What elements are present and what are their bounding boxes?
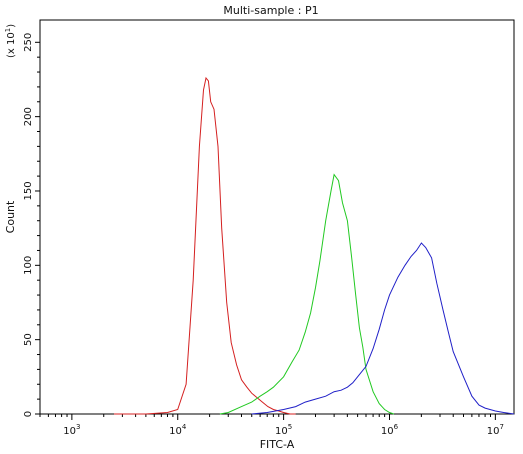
plot-area [39, 19, 515, 415]
series-line-2 [219, 173, 395, 415]
chart-title: Multi-sample : P1 [223, 4, 318, 17]
x-tick-label: 104 [169, 423, 187, 437]
y-tick-label: 200 [23, 107, 34, 126]
series-line-1 [114, 76, 296, 415]
y-tick-label: 0 [23, 411, 34, 417]
axes-ticks: 0 50 100 150 200 250 103 104 105 106 107 [23, 33, 504, 437]
y-tick-label: 250 [23, 33, 34, 52]
y-multiplier-label: (x 101) [4, 24, 17, 58]
y-multiplier-text: (x 101) [4, 24, 17, 58]
y-tick-label: 100 [23, 256, 34, 275]
y-tick-label: 150 [23, 181, 34, 200]
series-layer [114, 76, 515, 415]
y-axis-label: Count [4, 200, 17, 233]
x-tick-label: 106 [381, 423, 399, 437]
x-tick-label: 105 [275, 423, 292, 437]
x-axis-label: FITC-A [260, 438, 295, 451]
x-tick-label: 107 [487, 423, 504, 437]
series-line-3 [251, 242, 515, 415]
x-tick-label: 103 [63, 423, 80, 437]
y-tick-label: 50 [23, 333, 34, 346]
